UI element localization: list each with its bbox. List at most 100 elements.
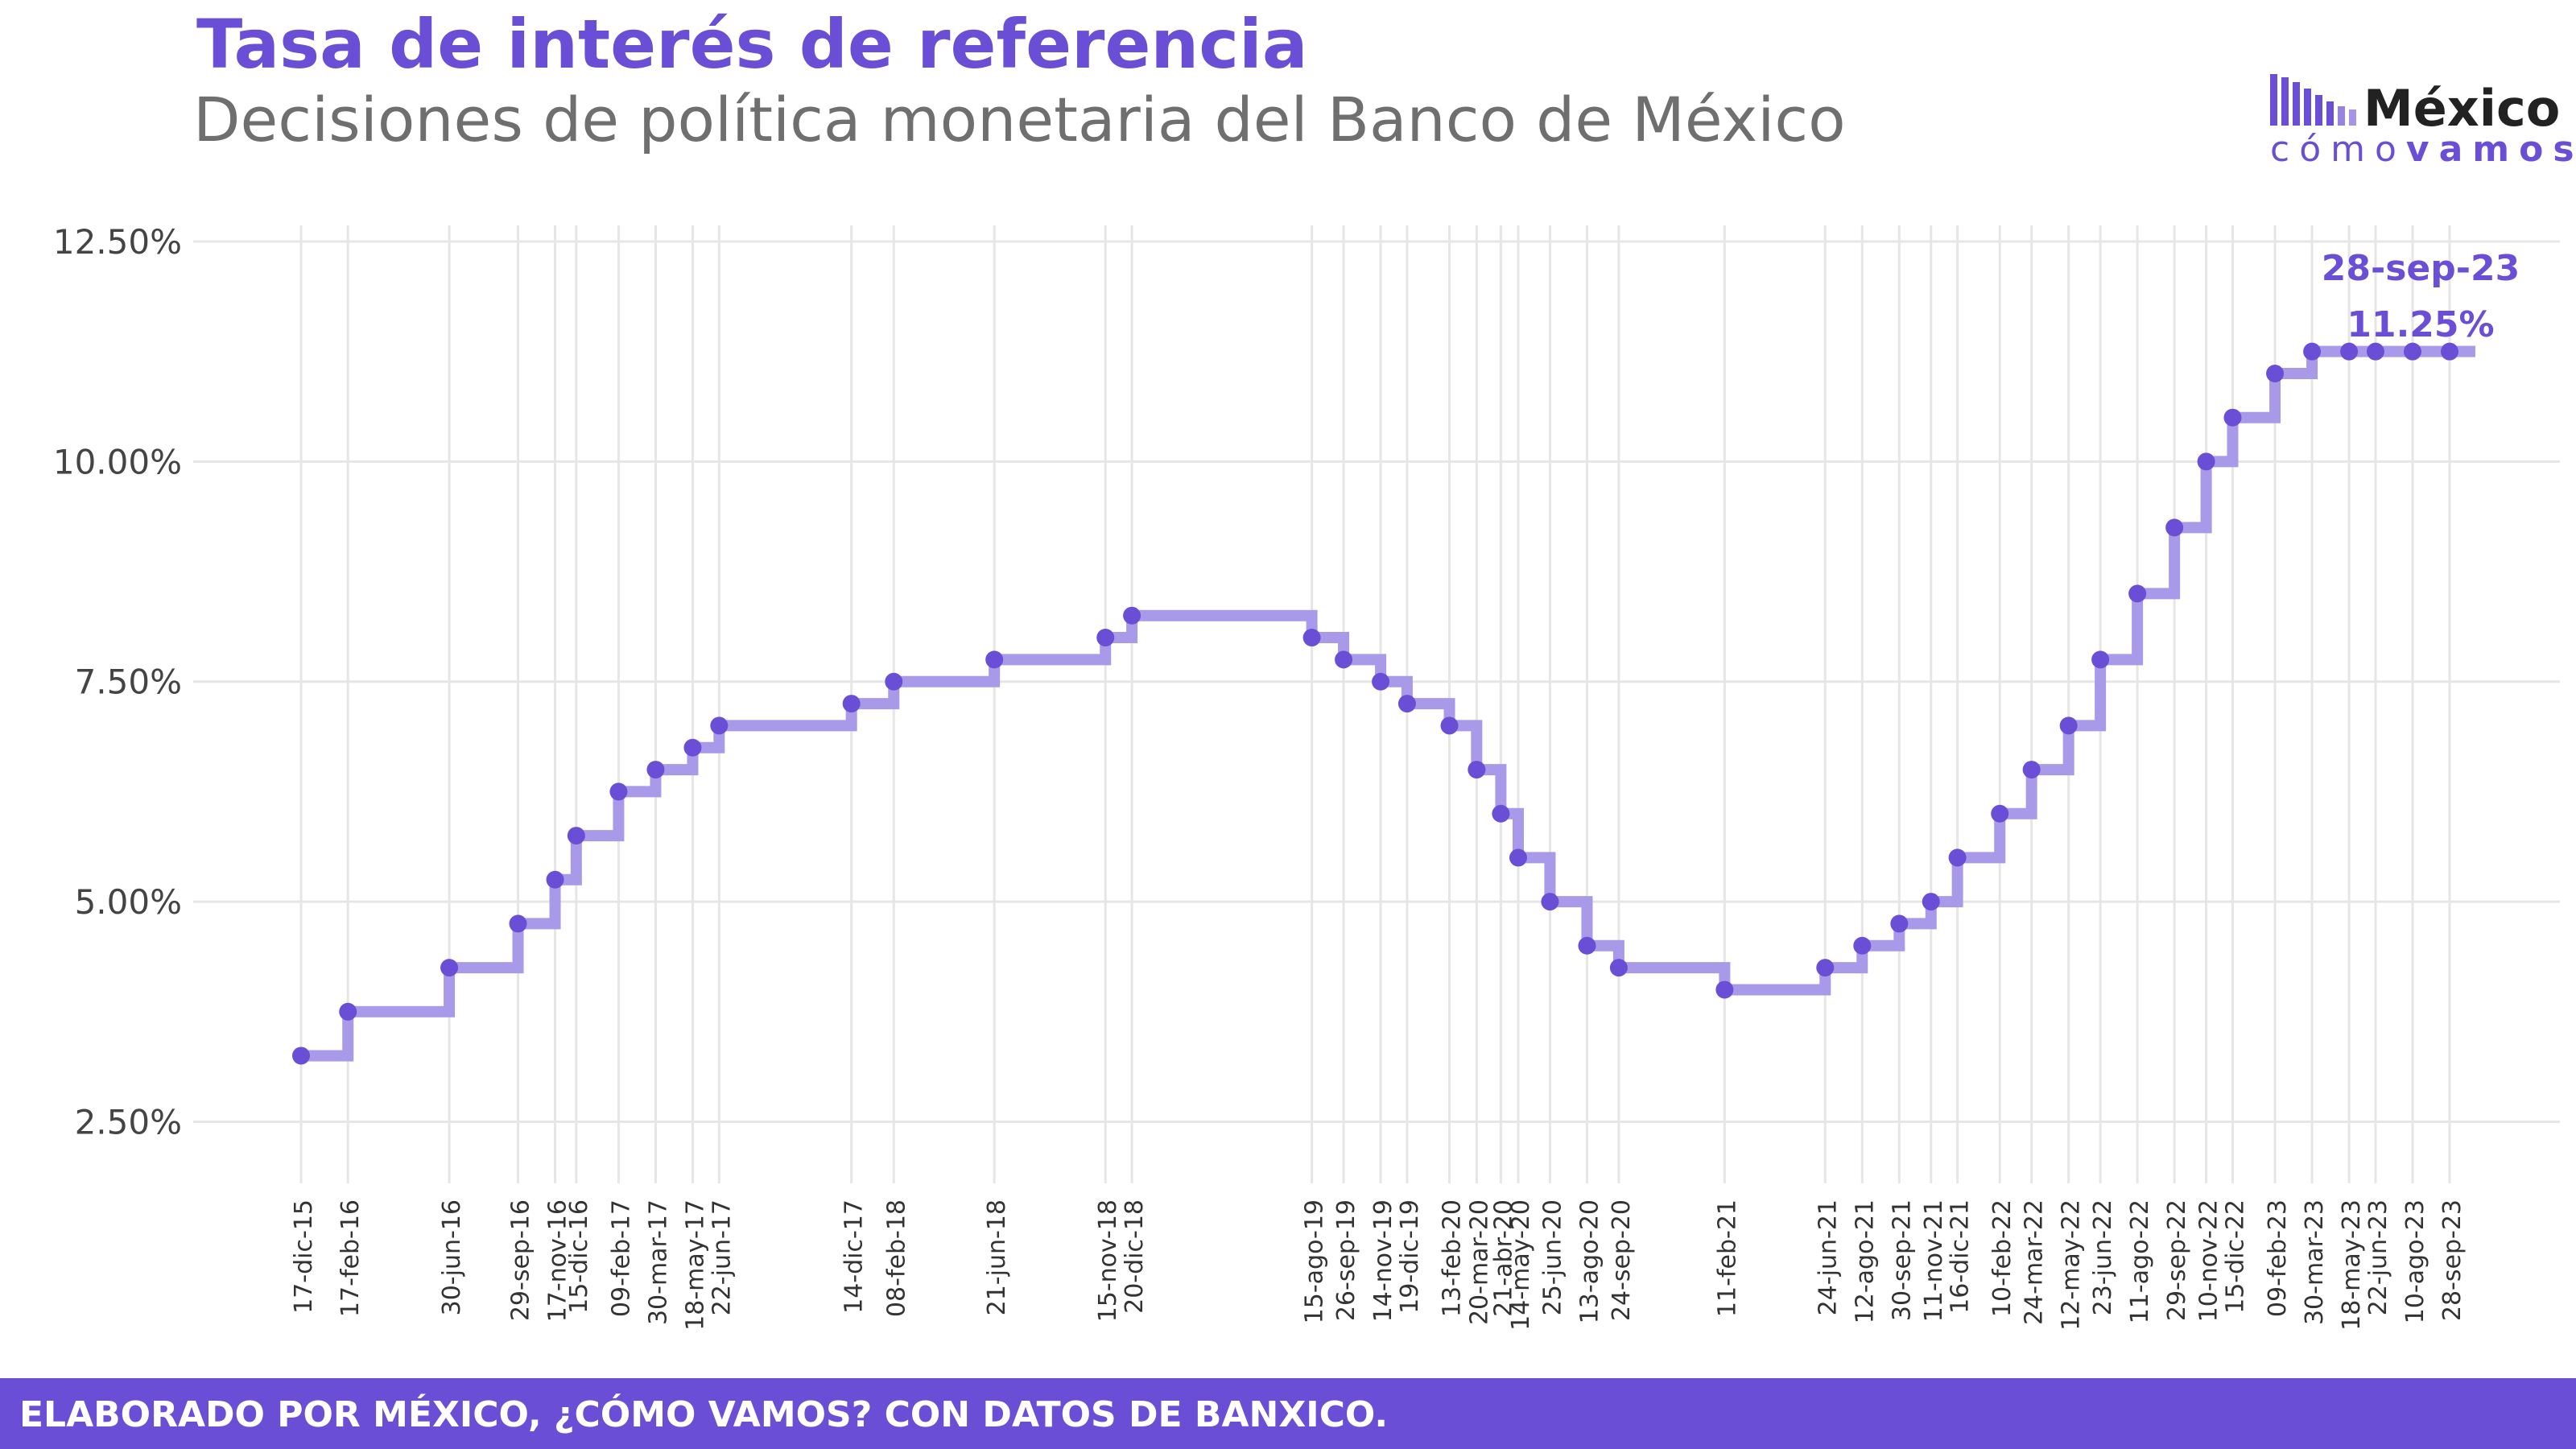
x-tick-label: 13-ago-20	[1575, 1199, 1604, 1323]
x-tick-label: 14-may-20	[1507, 1199, 1535, 1331]
data-point	[710, 716, 729, 735]
annotation-value: 11.25%	[2347, 304, 2494, 345]
logo-bars-icon	[2270, 29, 2383, 126]
data-point	[2403, 342, 2421, 361]
data-point	[2091, 650, 2110, 669]
x-tick-label: 10-feb-22	[1988, 1199, 2017, 1317]
x-tick-label: 14-dic-17	[840, 1199, 869, 1314]
x-tick-label: 10-nov-22	[2195, 1199, 2223, 1322]
data-point	[2441, 342, 2458, 361]
data-point	[339, 1002, 357, 1021]
data-point	[1578, 936, 1596, 955]
annotation-date: 28-sep-23	[2322, 248, 2520, 289]
data-point	[2165, 518, 2184, 537]
x-tick-label: 17-nov-16	[544, 1199, 572, 1322]
data-point	[1541, 893, 1559, 911]
data-point	[1715, 980, 1734, 999]
data-point	[1096, 629, 1115, 647]
x-tick-label: 26-sep-19	[1332, 1199, 1360, 1321]
data-point	[1397, 695, 1416, 713]
data-point	[2303, 342, 2322, 361]
data-point	[2366, 342, 2384, 361]
x-tick-label: 17-feb-16	[336, 1199, 365, 1317]
data-point	[842, 695, 861, 713]
data-point	[509, 914, 527, 933]
y-tick-label: 2.50%	[75, 1102, 182, 1141]
data-point	[2340, 342, 2359, 361]
data-point	[2197, 452, 2215, 471]
data-point	[683, 738, 702, 757]
x-tick-label: 20-mar-20	[1465, 1199, 1493, 1325]
x-tick-label: 15-nov-18	[1094, 1199, 1122, 1322]
x-tick-label: 24-sep-20	[1608, 1199, 1636, 1321]
data-point	[1948, 848, 1967, 867]
x-tick-label: 11-feb-21	[1713, 1199, 1741, 1317]
data-point	[567, 827, 585, 845]
data-point	[1123, 606, 1141, 625]
data-point	[885, 672, 903, 691]
x-tick-label: 21-jun-18	[983, 1199, 1011, 1315]
x-tick-label: 09-feb-23	[2264, 1199, 2292, 1317]
x-tick-label: 25-jun-20	[1538, 1199, 1567, 1315]
x-tick-label: 15-ago-19	[1301, 1199, 1329, 1323]
logo-tagline: cómovamos	[2270, 129, 2576, 170]
x-tick-label: 24-jun-21	[1814, 1199, 1842, 1315]
data-point	[1816, 959, 1835, 977]
data-point	[1372, 672, 1390, 691]
x-tick-label: 12-ago-21	[1851, 1199, 1879, 1323]
data-point	[646, 761, 665, 779]
data-point	[1509, 848, 1527, 867]
data-point	[1440, 716, 1459, 735]
data-point	[1853, 936, 1872, 955]
x-tick-label: 28-sep-23	[2438, 1199, 2467, 1321]
data-point	[2128, 584, 2147, 603]
data-point	[1335, 650, 1353, 669]
data-point	[1890, 914, 1909, 933]
data-point	[2059, 716, 2078, 735]
x-tick-label: 23-jun-22	[2089, 1199, 2117, 1315]
x-tick-label: 20-dic-18	[1121, 1199, 1149, 1314]
x-tick-label: 08-feb-18	[882, 1199, 910, 1317]
x-tick-label: 15-dic-16	[565, 1199, 593, 1314]
x-tick-label: 22-jun-23	[2364, 1199, 2392, 1315]
data-point	[1468, 761, 1486, 779]
footer-source-text: ELABORADO POR MÉXICO, ¿CÓMO VAMOS? CON D…	[19, 1394, 1389, 1435]
x-tick-label: 18-may-23	[2338, 1199, 2366, 1331]
x-tick-label: 11-nov-21	[1920, 1199, 1948, 1322]
data-point	[1492, 804, 1510, 823]
x-tick-label: 10-ago-23	[2401, 1199, 2429, 1323]
logo-word: México	[2363, 79, 2561, 138]
data-point	[1922, 893, 1940, 911]
x-tick-label: 18-may-17	[681, 1199, 709, 1331]
data-point	[609, 782, 628, 801]
y-tick-label: 7.50%	[75, 663, 182, 702]
x-tick-label: 19-dic-19	[1396, 1199, 1424, 1314]
x-tick-label: 29-sep-16	[507, 1199, 535, 1321]
x-tick-label: 09-feb-17	[607, 1199, 635, 1317]
data-point	[1991, 804, 2009, 823]
data-point	[1302, 629, 1321, 647]
x-tick-label: 29-sep-22	[2163, 1199, 2191, 1321]
x-tick-label: 11-ago-22	[2126, 1199, 2154, 1323]
rate-step-line	[301, 345, 2475, 1062]
y-tick-label: 10.00%	[53, 442, 182, 481]
x-tick-label: 15-dic-22	[2221, 1199, 2249, 1314]
data-point	[2022, 761, 2041, 779]
data-point	[440, 959, 459, 977]
data-point	[2223, 408, 2242, 427]
x-tick-label: 12-may-22	[2058, 1199, 2086, 1331]
x-tick-label: 16-dic-21	[1946, 1199, 1975, 1314]
y-tick-label: 12.50%	[53, 222, 182, 262]
x-tick-label: 30-sep-21	[1888, 1199, 1916, 1321]
y-tick-label: 5.00%	[75, 882, 182, 922]
x-tick-label: 22-jun-17	[708, 1199, 736, 1315]
data-point	[292, 1046, 310, 1065]
data-point	[1609, 959, 1628, 977]
x-tick-label: 30-jun-16	[438, 1199, 466, 1315]
footer-bar: ELABORADO POR MÉXICO, ¿CÓMO VAMOS? CON D…	[0, 1378, 2576, 1449]
x-tick-label: 24-mar-22	[2021, 1199, 2049, 1325]
x-tick-label: 21-abr-20	[1489, 1199, 1517, 1317]
x-tick-label: 13-feb-20	[1439, 1199, 1467, 1317]
x-tick-label: 17-dic-15	[290, 1199, 318, 1314]
